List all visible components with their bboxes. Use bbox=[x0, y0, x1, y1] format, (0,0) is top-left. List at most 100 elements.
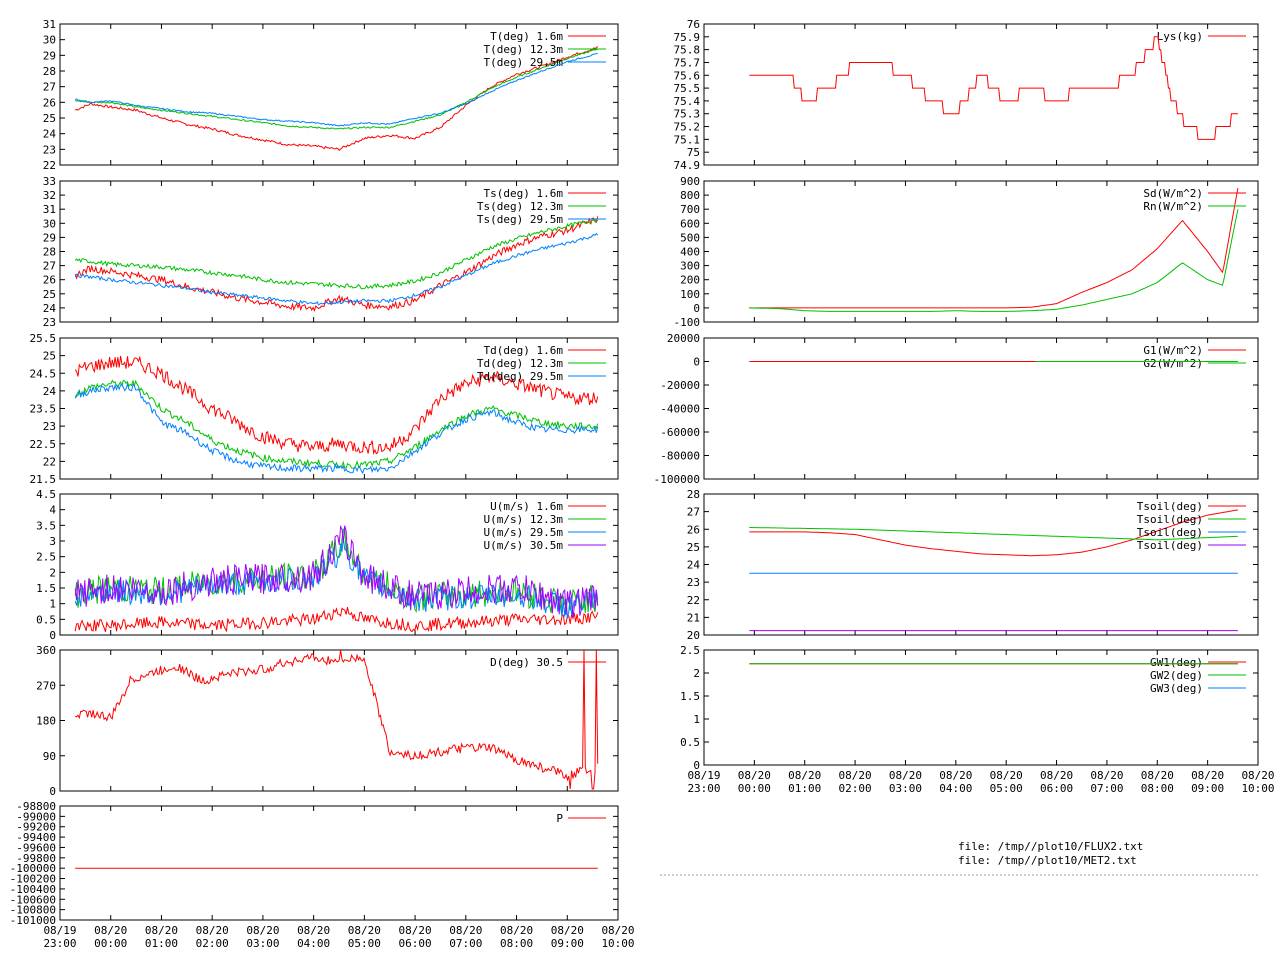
y-tick-label: -99000 bbox=[16, 810, 56, 823]
y-tick-label: 22 bbox=[43, 455, 56, 468]
y-tick-label: 24 bbox=[43, 385, 57, 398]
left-axis-date-label: 08/20 bbox=[449, 924, 482, 937]
series-line-rad-0 bbox=[749, 188, 1239, 309]
y-tick-label: -99800 bbox=[16, 852, 56, 865]
y-tick-label: -20000 bbox=[660, 379, 700, 392]
legend-label: U(m/s) 12.3m bbox=[484, 513, 564, 526]
y-tick-label: 4.5 bbox=[36, 488, 56, 501]
y-tick-label: 500 bbox=[680, 231, 700, 244]
left-axis-time-label: 09:00 bbox=[551, 937, 584, 950]
left-axis-time-label: 03:00 bbox=[246, 937, 279, 950]
y-tick-label: 800 bbox=[680, 189, 700, 202]
right-axis-time-label: 05:00 bbox=[990, 782, 1023, 795]
y-tick-label: 28 bbox=[687, 488, 700, 501]
y-tick-label: 25 bbox=[43, 288, 56, 301]
y-tick-label: 0 bbox=[49, 785, 56, 798]
y-tick-label: 76 bbox=[687, 18, 700, 31]
y-tick-label: -80000 bbox=[660, 450, 700, 463]
y-tick-label: 27 bbox=[43, 260, 56, 273]
right-axis-date-label: 08/20 bbox=[1090, 769, 1123, 782]
legend-label: Td(deg) 29.5m bbox=[477, 370, 563, 383]
right-axis-date-label: 08/20 bbox=[1040, 769, 1073, 782]
y-tick-label: 0.5 bbox=[36, 613, 56, 626]
y-tick-label: 3 bbox=[49, 535, 56, 548]
right-axis-date-label: 08/20 bbox=[889, 769, 922, 782]
y-tick-label: 20 bbox=[687, 629, 700, 642]
y-tick-label: 3.5 bbox=[36, 519, 56, 532]
y-tick-label: 0 bbox=[49, 629, 56, 642]
y-tick-label: 360 bbox=[36, 644, 56, 657]
y-tick-label: 1.5 bbox=[36, 582, 56, 595]
right-axis-time-label: 04:00 bbox=[939, 782, 972, 795]
right-axis-time-label: 02:00 bbox=[839, 782, 872, 795]
y-tick-label: 28 bbox=[43, 246, 56, 259]
series-line-tsoil-0 bbox=[749, 509, 1238, 557]
legend-label: T(deg) 1.6m bbox=[490, 30, 563, 43]
y-tick-label: -100000 bbox=[10, 862, 56, 875]
left-axis-time-label: 05:00 bbox=[348, 937, 381, 950]
y-tick-label: 90 bbox=[43, 750, 56, 763]
panel-t: 22 23 24 25 26 27 28 29 30 31 T(deg) 1.6mT(deg) 12… bbox=[43, 18, 619, 172]
legend-label: Ts(deg) 29.5m bbox=[477, 213, 563, 226]
panel-frame bbox=[703, 493, 1259, 636]
y-tick-label: 21.5 bbox=[30, 473, 57, 486]
y-tick-label: 23 bbox=[687, 576, 700, 589]
legend-label: G1(W/m^2) bbox=[1143, 344, 1203, 357]
left-axis-date-label: 08/20 bbox=[348, 924, 381, 937]
y-tick-label: -99400 bbox=[16, 831, 56, 844]
panel-frame bbox=[59, 337, 619, 480]
left-axis-time-label: 23:00 bbox=[43, 937, 76, 950]
y-tick-label: 31 bbox=[43, 18, 56, 31]
left-axis-date-label: 08/19 bbox=[43, 924, 76, 937]
y-tick-label: 4 bbox=[49, 504, 56, 517]
series-line-td-0 bbox=[74, 355, 599, 455]
legend-label: Sd(W/m^2) bbox=[1143, 187, 1203, 200]
legend-label: Tsoil(deg) bbox=[1137, 539, 1203, 552]
y-tick-label: 300 bbox=[680, 260, 700, 273]
y-tick-label: 200 bbox=[680, 274, 700, 287]
series-line-rad-1 bbox=[749, 209, 1239, 312]
left-axis-time-label: 08:00 bbox=[500, 937, 533, 950]
series-line-tsoil-1 bbox=[749, 527, 1238, 541]
y-tick-label: 21 bbox=[687, 611, 700, 624]
y-tick-label: -98800 bbox=[16, 800, 56, 813]
legend-label: U(m/s) 30.5m bbox=[484, 539, 564, 552]
right-axis-date-label: 08/20 bbox=[990, 769, 1023, 782]
y-tick-label: 700 bbox=[680, 203, 700, 216]
right-axis-date-label: 08/20 bbox=[939, 769, 972, 782]
legend-label: Tsoil(deg) bbox=[1137, 526, 1203, 539]
y-tick-label: 75.1 bbox=[674, 133, 701, 146]
left-axis-date-label: 08/20 bbox=[551, 924, 584, 937]
file-label-met: file: /tmp//plot10/MET2.txt bbox=[958, 854, 1137, 867]
y-tick-label: 75.4 bbox=[674, 95, 701, 108]
y-tick-label: 0 bbox=[693, 759, 700, 772]
legend-label: D(deg) 30.5 bbox=[490, 656, 563, 669]
y-tick-label: -100 bbox=[674, 316, 701, 329]
right-axis-time-label: 06:00 bbox=[1040, 782, 1073, 795]
legend-label: U(m/s) 29.5m bbox=[484, 526, 564, 539]
left-axis-date-label: 08/20 bbox=[601, 924, 634, 937]
y-tick-label: 75.3 bbox=[674, 108, 701, 121]
y-tick-label: -100000 bbox=[654, 473, 700, 486]
panel-gw: 0 0.5 1 1.5 2 2.5 GW1(deg)GW2(deg)GW3(deg) bbox=[680, 644, 1259, 772]
y-tick-label: -99200 bbox=[16, 821, 56, 834]
y-tick-label: 75.6 bbox=[674, 69, 701, 82]
y-tick-label: 1 bbox=[693, 713, 700, 726]
series-line-lys-0 bbox=[749, 36, 1238, 140]
left-axis-time-label: 04:00 bbox=[297, 937, 330, 950]
y-tick-label: 24 bbox=[43, 128, 57, 141]
y-tick-label: 180 bbox=[36, 715, 56, 728]
panel-g: -100000 -80000 -60000 -40000 -20000 0 20000 G1(… bbox=[654, 332, 1259, 486]
panel-frame bbox=[59, 180, 619, 323]
y-tick-label: 0 bbox=[693, 302, 700, 315]
series-line-u-0 bbox=[74, 607, 599, 633]
series-line-td-2 bbox=[74, 382, 599, 475]
legend-label: Td(deg) 12.3m bbox=[477, 357, 563, 370]
y-tick-label: 2 bbox=[49, 566, 56, 579]
panel-d: 0 90 180 270 360 D(deg) 30.5 bbox=[36, 644, 619, 798]
y-tick-label: 26 bbox=[687, 523, 700, 536]
legend-label: Ts(deg) 12.3m bbox=[477, 200, 563, 213]
y-tick-label: 100 bbox=[680, 288, 700, 301]
left-axis-date-label: 08/20 bbox=[297, 924, 330, 937]
